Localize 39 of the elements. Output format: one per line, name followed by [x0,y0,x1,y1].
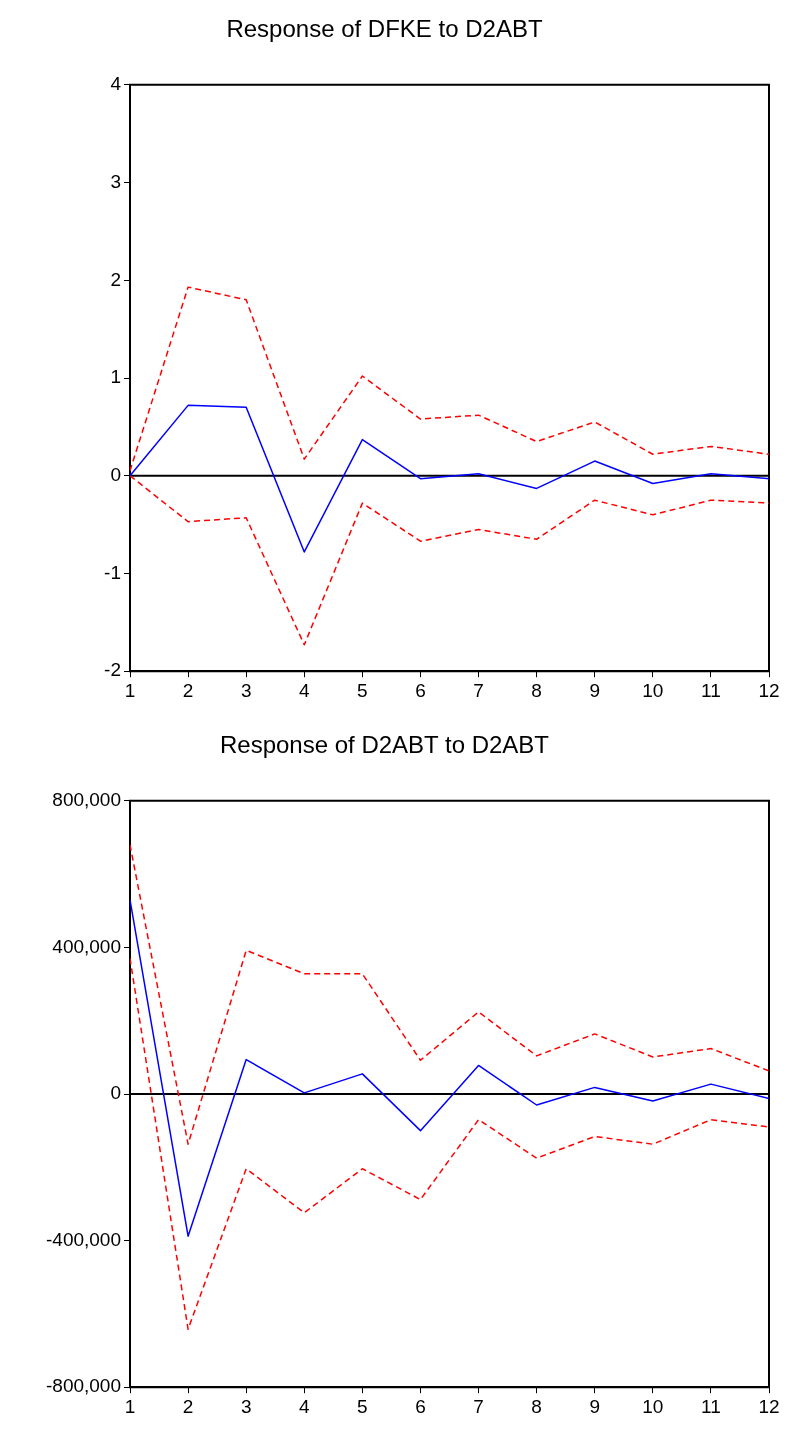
x-tick-label: 7 [473,679,484,701]
x-tick-label: 5 [357,679,368,701]
x-tick-label: 4 [298,679,310,701]
x-tick-label: 12 [758,679,780,701]
x-tick-label: 1 [124,679,136,701]
x-tick-label: 9 [589,1395,601,1417]
x-tick-label: 3 [240,679,252,701]
x-tick-label: 2 [182,679,194,701]
x-tick-label: 6 [415,679,426,701]
x-tick-label: 2 [182,1395,194,1417]
y-tick-label: 1 [110,366,121,388]
chart-title: Response of DFKE to D2ABT [226,15,543,43]
x-tick-label: 1 [124,1395,136,1417]
y-tick-label: 4 [110,73,122,95]
x-tick-label: 11 [701,1395,721,1417]
chart-title: Response of D2ABT to D2ABT [219,731,550,759]
y-tick-label: 3 [110,170,121,192]
x-tick-label: 3 [240,1395,252,1417]
x-tick-label: 10 [642,1395,664,1417]
x-tick-label: 8 [531,1395,542,1417]
x-tick-label: 8 [531,679,542,701]
x-tick-label: 4 [298,1395,310,1417]
y-tick-label: 2 [110,268,121,290]
x-tick-label: 12 [758,1395,780,1417]
x-tick-label: 5 [357,1395,368,1417]
x-tick-label: 11 [701,679,721,701]
x-tick-label: 7 [473,1395,484,1417]
x-tick-label: 10 [642,679,664,701]
y-tick-label: 400,000 [52,935,121,957]
y-tick-label: 0 [110,463,121,485]
y-tick-label: -2 [104,659,121,681]
x-tick-label: 6 [415,1395,426,1417]
y-tick-label: -400,000 [45,1228,121,1250]
line-series [130,286,769,472]
y-tick-label: -1 [104,561,121,583]
y-tick-label: 800,000 [52,789,121,811]
y-tick-label: 0 [110,1082,121,1104]
y-tick-label: -800,000 [45,1375,121,1397]
x-tick-label: 9 [589,679,601,701]
